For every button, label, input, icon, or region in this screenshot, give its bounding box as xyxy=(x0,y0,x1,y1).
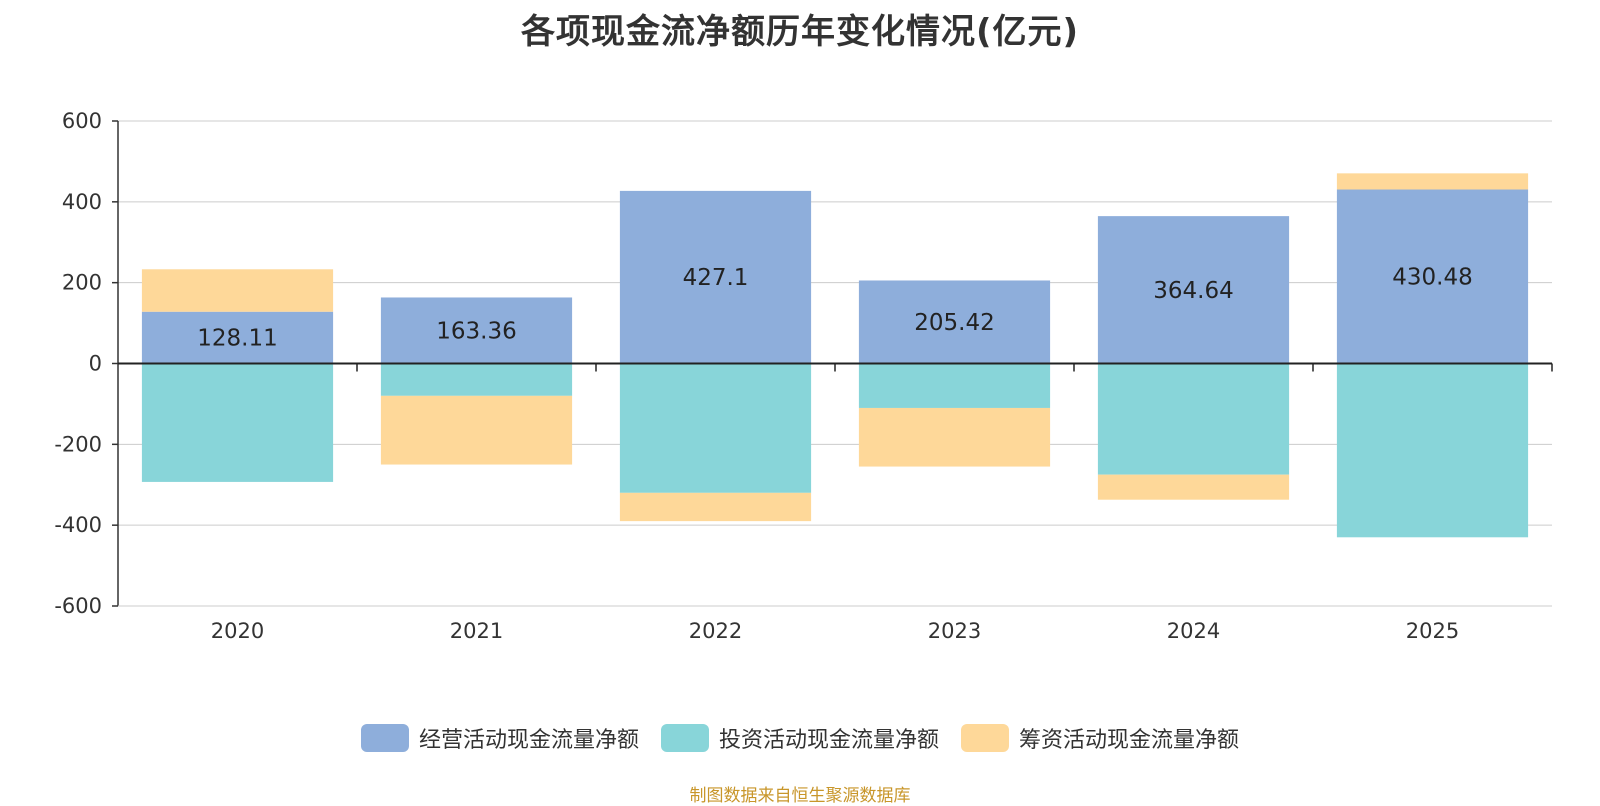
legend: 经营活动现金流量净额 投资活动现金流量净额 筹资活动现金流量净额 xyxy=(0,722,1600,754)
chart-title: 各项现金流净额历年变化情况(亿元) xyxy=(520,12,1080,52)
x-axis-tick-labels: 2020 2021 2022 2023 2024 2025 xyxy=(211,619,1459,643)
bar-1-2022[interactable] xyxy=(619,363,812,493)
bar-0-2024[interactable] xyxy=(1097,216,1290,364)
source-note: 制图数据来自恒生聚源数据库 xyxy=(689,786,911,806)
legend-swatch-operating xyxy=(360,724,409,752)
data-label-2022: 427.1 xyxy=(683,265,749,291)
x-tick-label: 2020 xyxy=(211,619,264,643)
legend-label-investing: 投资活动现金流量净额 xyxy=(718,728,939,753)
data-label-2023: 205.42 xyxy=(914,310,994,336)
x-tick-label: 2024 xyxy=(1167,619,1220,643)
bar-2-2021[interactable] xyxy=(380,395,573,465)
bar-0-2025[interactable] xyxy=(1336,189,1529,364)
axes xyxy=(112,120,1553,607)
legend-label-financing: 筹资活动现金流量净额 xyxy=(1019,728,1240,753)
data-label-2020: 128.11 xyxy=(197,326,277,352)
x-tick-label: 2022 xyxy=(689,619,742,643)
legend-item-financing[interactable]: 筹资活动现金流量净额 xyxy=(961,722,1239,754)
legend-swatch-financing xyxy=(961,724,1009,752)
bar-1-2025[interactable] xyxy=(1336,363,1529,538)
y-tick-label: 400 xyxy=(62,190,102,214)
x-tick-label: 2021 xyxy=(450,619,503,643)
bar-2-2022[interactable] xyxy=(619,492,812,522)
y-axis-tick-labels: 600 400 200 0 -200 -400 -600 xyxy=(54,109,102,618)
bar-0-2020[interactable] xyxy=(141,311,334,364)
legend-item-operating[interactable]: 经营活动现金流量净额 xyxy=(360,722,639,754)
y-tick-label: 0 xyxy=(89,352,102,376)
data-label-2025: 430.48 xyxy=(1392,265,1472,291)
y-tick-label: -400 xyxy=(54,513,102,537)
data-labels: 128.11 163.36 427.1 205.42 364.64 430.48 xyxy=(197,265,1472,352)
legend-swatch-investing xyxy=(660,724,709,752)
x-tick-label: 2023 xyxy=(928,619,981,643)
bar-1-2023[interactable] xyxy=(858,363,1051,408)
bar-0-2022[interactable] xyxy=(619,190,812,364)
data-label-2021: 163.36 xyxy=(436,318,516,344)
data-label-2024: 364.64 xyxy=(1153,278,1233,304)
y-tick-label: 600 xyxy=(62,109,102,133)
bar-0-2023[interactable] xyxy=(858,280,1051,364)
bar-2-2025[interactable] xyxy=(1336,173,1529,190)
y-tick-label: -200 xyxy=(54,432,102,456)
bar-1-2021[interactable] xyxy=(380,363,573,396)
bar-0-2021[interactable] xyxy=(380,297,573,364)
bar-2-2023[interactable] xyxy=(858,407,1051,467)
bar-1-2020[interactable] xyxy=(141,363,334,482)
legend-item-investing[interactable]: 投资活动现金流量净额 xyxy=(660,722,939,754)
y-tick-label: 200 xyxy=(62,271,102,295)
bar-2-2024[interactable] xyxy=(1097,474,1290,500)
x-tick-label: 2025 xyxy=(1406,619,1459,643)
bars xyxy=(141,173,1529,538)
y-tick-label: -600 xyxy=(54,594,102,618)
bar-2-2020[interactable] xyxy=(141,269,334,312)
legend-label-operating: 经营活动现金流量净额 xyxy=(418,728,639,753)
bar-1-2024[interactable] xyxy=(1097,363,1290,475)
